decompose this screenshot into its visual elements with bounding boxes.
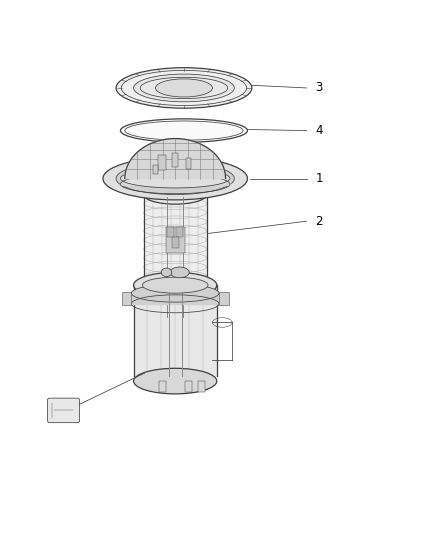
Bar <box>186 158 191 169</box>
Ellipse shape <box>142 277 208 293</box>
Bar <box>219 292 229 305</box>
Ellipse shape <box>131 284 219 302</box>
Ellipse shape <box>170 267 189 278</box>
Bar <box>153 165 158 174</box>
Text: 2: 2 <box>315 215 323 228</box>
Bar <box>159 381 166 392</box>
Ellipse shape <box>144 185 207 204</box>
Bar <box>122 292 131 305</box>
Ellipse shape <box>116 68 252 108</box>
Ellipse shape <box>120 169 230 188</box>
Bar <box>176 227 183 237</box>
FancyBboxPatch shape <box>47 398 80 423</box>
Text: 1: 1 <box>315 172 323 185</box>
Bar <box>172 237 179 248</box>
Bar <box>166 227 185 253</box>
Ellipse shape <box>103 157 247 200</box>
Text: 4: 4 <box>315 124 323 137</box>
Ellipse shape <box>144 276 207 295</box>
Ellipse shape <box>134 368 217 394</box>
Ellipse shape <box>116 163 234 195</box>
Ellipse shape <box>134 74 234 102</box>
Ellipse shape <box>161 268 172 277</box>
Bar <box>172 154 179 166</box>
Bar <box>198 381 205 392</box>
Ellipse shape <box>134 272 217 298</box>
Bar <box>158 155 166 170</box>
Ellipse shape <box>120 119 247 142</box>
Text: 3: 3 <box>315 82 323 94</box>
Bar <box>185 381 192 392</box>
Bar <box>167 227 174 237</box>
Polygon shape <box>125 139 226 179</box>
Ellipse shape <box>155 79 212 97</box>
